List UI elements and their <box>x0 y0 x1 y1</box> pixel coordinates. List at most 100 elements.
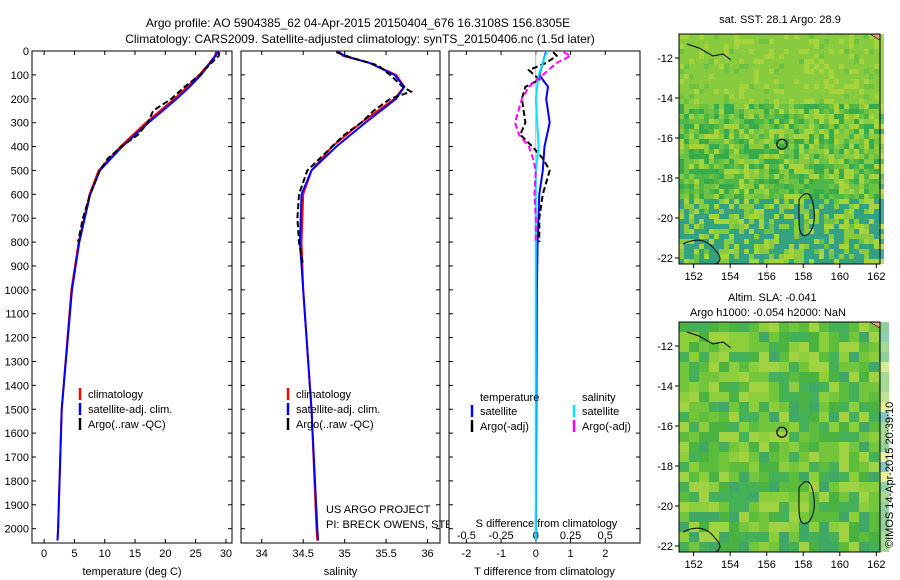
map-cell <box>849 74 854 79</box>
map-cell <box>774 114 779 119</box>
map-cell <box>804 169 809 174</box>
map-cell <box>759 84 764 89</box>
map-cell <box>719 224 724 229</box>
map-cell <box>829 352 839 362</box>
map-cell <box>679 224 684 229</box>
map-cell <box>699 154 704 159</box>
map-cell <box>844 214 849 219</box>
map-cell <box>869 392 879 402</box>
map-cell <box>799 199 804 204</box>
map-cell <box>689 154 694 159</box>
map-cell <box>879 522 889 532</box>
map-cell <box>794 199 799 204</box>
map-cell <box>849 174 854 179</box>
map-cell <box>829 129 834 134</box>
map-cell <box>704 129 709 134</box>
map-cell <box>729 492 739 502</box>
map-cell <box>859 84 864 89</box>
map-cell <box>764 209 769 214</box>
map-cell <box>739 249 744 254</box>
map-cell <box>739 129 744 134</box>
map-cell <box>759 542 769 552</box>
map-cell <box>809 342 819 352</box>
map-cell <box>739 472 749 482</box>
map-cell <box>879 179 884 184</box>
map-cell <box>859 392 869 402</box>
map-cell <box>819 149 824 154</box>
map-cell <box>859 179 864 184</box>
map-cell <box>859 492 869 502</box>
map-cell <box>834 44 839 49</box>
map-cell <box>799 159 804 164</box>
map-cell <box>804 69 809 74</box>
map-cell <box>779 204 784 209</box>
map-cell <box>839 189 844 194</box>
map-cell <box>824 69 829 74</box>
map-cell <box>774 234 779 239</box>
map-cell <box>859 59 864 64</box>
map-cell <box>829 179 834 184</box>
map-cell <box>734 194 739 199</box>
map-cell <box>694 134 699 139</box>
map-cell <box>794 159 799 164</box>
map-cell <box>834 214 839 219</box>
map-cell <box>774 129 779 134</box>
map-cell <box>804 174 809 179</box>
map-cell <box>694 49 699 54</box>
lat-tick-label: -14 <box>657 93 673 105</box>
map-cell <box>799 482 809 492</box>
map-cell <box>879 189 884 194</box>
map-cell <box>719 214 724 219</box>
map-cell <box>829 199 834 204</box>
lon-tick-label: 152 <box>684 271 702 283</box>
map-cell <box>824 39 829 44</box>
map-cell <box>704 64 709 69</box>
map-cell <box>854 234 859 239</box>
map-cell <box>799 139 804 144</box>
map-cell <box>779 119 784 124</box>
map-cell <box>714 54 719 59</box>
map-cell <box>799 59 804 64</box>
map-cell <box>744 189 749 194</box>
map-cell <box>819 129 824 134</box>
map-cell <box>774 69 779 74</box>
map-cell <box>869 452 879 462</box>
map-cell <box>759 442 769 452</box>
map-cell <box>774 124 779 129</box>
map-cell <box>779 84 784 89</box>
map-cell <box>729 169 734 174</box>
map-cell <box>744 134 749 139</box>
map-cell <box>749 204 754 209</box>
map-cell <box>834 224 839 229</box>
map-cell <box>704 114 709 119</box>
map-cell <box>794 94 799 99</box>
map-cell <box>744 249 749 254</box>
map-cell <box>709 492 719 502</box>
map-cell <box>864 64 869 69</box>
map-cell <box>714 164 719 169</box>
map-cell <box>759 89 764 94</box>
map-cell <box>699 492 709 502</box>
map-cell <box>824 49 829 54</box>
map-cell <box>709 59 714 64</box>
map-cell <box>789 59 794 64</box>
depth-tick-label: 400 <box>11 142 29 154</box>
map-cell <box>684 239 689 244</box>
map-cell <box>739 199 744 204</box>
map-cell <box>859 44 864 49</box>
map-cell <box>834 204 839 209</box>
map-cell <box>694 114 699 119</box>
map-cell <box>809 402 819 412</box>
map-cell <box>819 402 829 412</box>
map-cell <box>779 64 784 69</box>
map-cell <box>799 442 809 452</box>
map-cell <box>689 39 694 44</box>
map-cell <box>859 502 869 512</box>
map-cell <box>809 254 814 259</box>
lon-tick-label: 162 <box>867 559 885 571</box>
map-cell <box>864 104 869 109</box>
map-cell <box>789 124 794 129</box>
map-cell <box>814 49 819 54</box>
map-cell <box>779 472 789 482</box>
map-cell <box>849 422 859 432</box>
